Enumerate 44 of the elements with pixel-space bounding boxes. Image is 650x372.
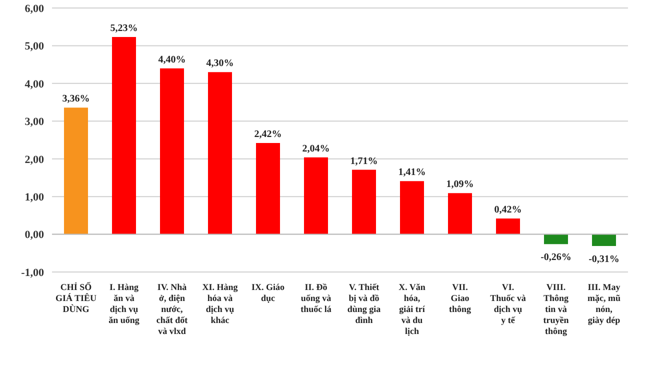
data-label: 1,41% <box>398 167 426 178</box>
data-label: 3,36% <box>62 94 90 105</box>
y-tick-label: 5,00 <box>24 40 44 53</box>
bar <box>208 72 232 234</box>
y-tick-label: 6,00 <box>24 2 44 15</box>
bar <box>64 108 88 234</box>
data-label: 1,09% <box>446 179 474 190</box>
bar <box>256 143 280 234</box>
data-label: 1,71% <box>350 156 378 167</box>
data-label: 4,40% <box>158 54 186 66</box>
bar <box>112 37 136 234</box>
data-label: -0,31% <box>588 254 620 265</box>
data-label: -0,26% <box>540 252 572 264</box>
x-tick-label: IX. Giáo dục <box>251 282 285 303</box>
x-tick-label: X. Văn hóa, giải trí và du lịch <box>398 282 426 336</box>
data-label: 5,23% <box>110 23 138 34</box>
y-tick-label: -1,00 <box>21 266 44 279</box>
x-tick-label: VII. Giao thông <box>448 282 472 314</box>
data-label: 0,42% <box>494 204 522 216</box>
x-tick-label: I. Hàng ăn và dịch vụ ăn uống <box>108 282 140 325</box>
y-tick-label: 2,00 <box>24 154 44 166</box>
x-tick-label: VIII. Thông tin và truyền thông <box>543 282 570 336</box>
bar <box>304 157 328 234</box>
x-tick-label: IV. Nhà ở, điện nước, chất đốt và vlxd <box>156 282 188 336</box>
data-label: 4,30% <box>206 58 234 70</box>
bar <box>544 234 568 244</box>
x-tick-label: XI. Hàng hóa và dịch vụ khác <box>202 282 238 325</box>
data-label: 2,04% <box>302 143 330 154</box>
x-tick-label: II. Đồ uống và thuốc lá <box>300 282 332 314</box>
data-label: 2,42% <box>254 129 282 140</box>
x-tick-label: CHỈ SỐ GIÁ TIÊU DÙNG <box>55 281 98 314</box>
bar <box>592 234 616 246</box>
bar <box>448 193 472 234</box>
x-tick-label: VI. Thuốc và dịch vụ y tế <box>490 282 526 325</box>
y-tick-label: 4,00 <box>24 78 44 90</box>
bar <box>160 68 184 234</box>
y-tick-label: 0,00 <box>24 229 44 242</box>
bar <box>496 218 520 234</box>
bar <box>352 170 376 234</box>
bar <box>400 181 424 234</box>
y-tick-label: 3,00 <box>24 116 44 128</box>
y-tick-label: 1,00 <box>24 191 44 204</box>
x-tick-label: III. May mặc, mũ nón, giày dép <box>588 282 621 325</box>
x-tick-label: V. Thiết bị và đồ dùng gia đình <box>347 282 382 325</box>
